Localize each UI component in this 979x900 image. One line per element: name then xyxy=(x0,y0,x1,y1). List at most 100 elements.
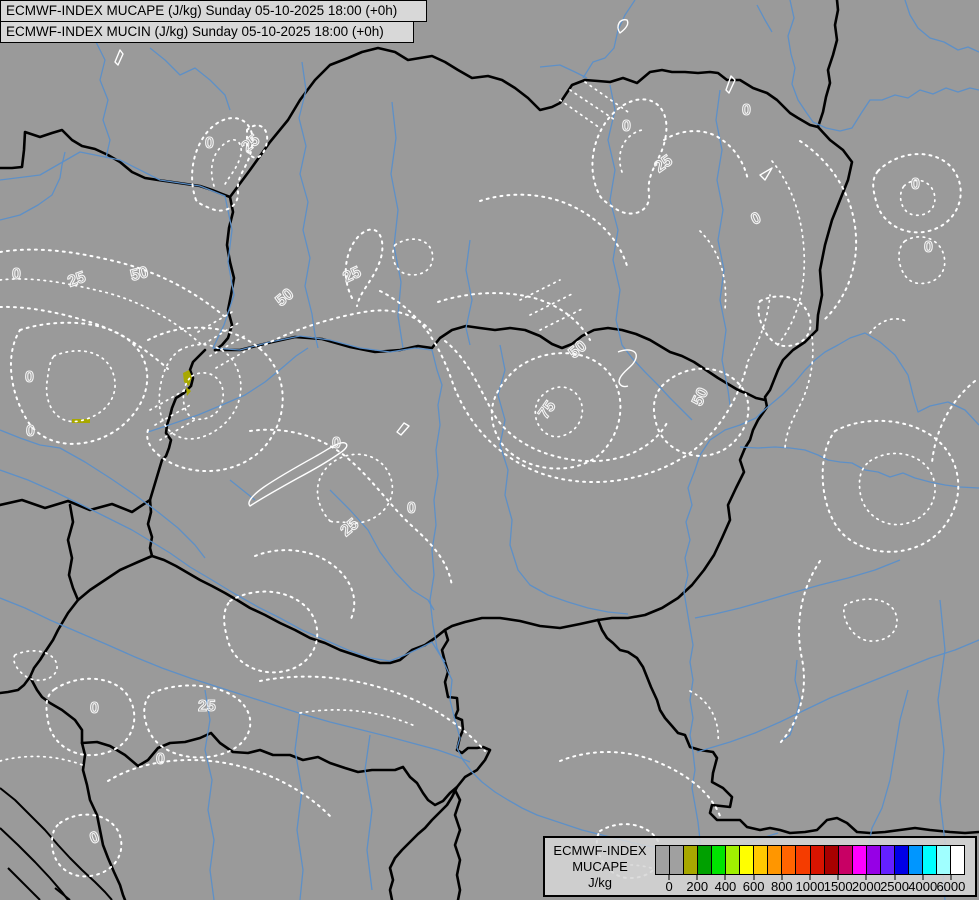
contour-path xyxy=(182,372,224,420)
adriatic-island xyxy=(7,867,41,900)
contour-path xyxy=(898,236,946,285)
contour-label: 50 xyxy=(129,264,151,285)
contour-path xyxy=(45,677,136,757)
river-danube xyxy=(0,151,779,853)
contour-path xyxy=(146,326,284,473)
contour-path xyxy=(899,179,936,217)
legend-color-cell xyxy=(768,846,783,874)
legend-title-line1: ECMWF-INDEX xyxy=(553,843,647,858)
contour-path xyxy=(0,755,86,767)
contour-label: 0 xyxy=(407,500,416,517)
contour-path xyxy=(191,117,254,212)
legend-tick-label: 600 xyxy=(742,879,765,894)
river-morava xyxy=(149,47,231,111)
river-vah xyxy=(298,61,319,349)
contour-path xyxy=(143,684,252,759)
contour-path xyxy=(559,751,721,817)
contour-path xyxy=(210,139,243,187)
legend-colorbar xyxy=(655,845,965,875)
contour-path xyxy=(0,248,225,317)
contour-hatch xyxy=(519,279,585,331)
legend-color-cell xyxy=(894,846,909,874)
contour-path xyxy=(444,340,669,463)
contour-label: 0 xyxy=(90,700,99,717)
legend-color-cell xyxy=(782,846,797,874)
solid-contour xyxy=(114,49,124,66)
legend-tick-label: 400 xyxy=(714,879,737,894)
legend-color-cell xyxy=(712,846,727,874)
contour-label: 0 xyxy=(911,176,920,193)
map-title-mucin: ECMWF-INDEX MUCIN (J/kg) Sunday 05-10-20… xyxy=(0,21,414,43)
contour-path xyxy=(0,305,169,370)
river-poprad xyxy=(582,0,636,79)
contour-path xyxy=(0,278,204,347)
contour-path xyxy=(652,367,750,457)
river-zagyva xyxy=(497,344,629,615)
contour-path xyxy=(784,336,814,451)
contour-path xyxy=(299,709,416,727)
legend-tick-label: 6000 xyxy=(936,879,966,894)
contour-path xyxy=(872,153,962,234)
legend-title-line2: MUCAPE xyxy=(572,859,628,874)
legend-tick-label: 0 xyxy=(665,879,673,894)
river-somes xyxy=(739,446,979,489)
border-path xyxy=(743,125,854,450)
legend-color-cell xyxy=(880,846,895,874)
river-koros xyxy=(694,559,901,619)
legend-color-cell xyxy=(852,846,867,874)
legend-tick-label: 1500 xyxy=(823,879,853,894)
contour-path xyxy=(9,321,149,445)
legend-tick xyxy=(724,875,726,880)
legend-tick-label: 800 xyxy=(770,879,793,894)
contour-label: 0 xyxy=(156,751,165,768)
legend-color-cell xyxy=(810,846,825,874)
legend-title-unit: J/kg xyxy=(588,875,612,890)
contour-label: 0 xyxy=(924,239,933,256)
legend-title: ECMWF-INDEX MUCAPE J/kg xyxy=(545,838,655,895)
legend-tick xyxy=(922,875,924,880)
contour-path xyxy=(779,560,821,744)
legend-color-cell xyxy=(740,846,755,874)
solid-contour xyxy=(617,19,629,34)
legend-tick-label: 2500 xyxy=(880,879,909,894)
legend-color-cell xyxy=(824,846,839,874)
lake-balaton-outline xyxy=(248,441,348,507)
contour-path xyxy=(344,228,384,307)
contour-label: 0 xyxy=(622,118,631,135)
contour-label: 25 xyxy=(66,269,89,291)
contour-path xyxy=(246,124,269,159)
contour-path xyxy=(437,292,591,341)
legend-tick xyxy=(950,875,952,880)
river-san xyxy=(787,0,979,132)
border-path xyxy=(453,788,462,900)
map-title-mucin-text: ECMWF-INDEX MUCIN (J/kg) Sunday 05-10-20… xyxy=(6,24,384,39)
river-vrbas xyxy=(294,711,304,900)
contour-label: 50 xyxy=(566,338,591,363)
solid-contour xyxy=(617,349,637,388)
contour-label: 0 xyxy=(26,423,35,440)
contour-path xyxy=(45,350,116,423)
mucape-legend: ECMWF-INDEX MUCAPE J/kg 0 200 400 600 800 100… xyxy=(543,836,977,897)
contour-label: 25 xyxy=(239,132,264,157)
river-zala xyxy=(229,479,256,501)
river-raba xyxy=(147,347,309,433)
legend-color-cell xyxy=(838,846,853,874)
border-path xyxy=(596,446,747,622)
legend-color-cell xyxy=(866,846,881,874)
legend-color-cell xyxy=(936,846,951,874)
contour-path xyxy=(258,309,435,349)
contour-path xyxy=(379,290,749,483)
legend-tick xyxy=(837,875,839,880)
map-title-mucape-text: ECMWF-INDEX MUCAPE (J/kg) Sunday 05-10-2… xyxy=(6,3,398,18)
contour-label: 0 xyxy=(332,435,341,452)
legend-color-cell xyxy=(670,846,685,874)
solid-contour xyxy=(759,167,773,181)
legend-tick xyxy=(696,875,698,880)
mucape-patch xyxy=(183,370,192,386)
border-path xyxy=(0,128,232,199)
contour-label: 25 xyxy=(341,264,364,287)
legend-color-cell xyxy=(796,846,811,874)
